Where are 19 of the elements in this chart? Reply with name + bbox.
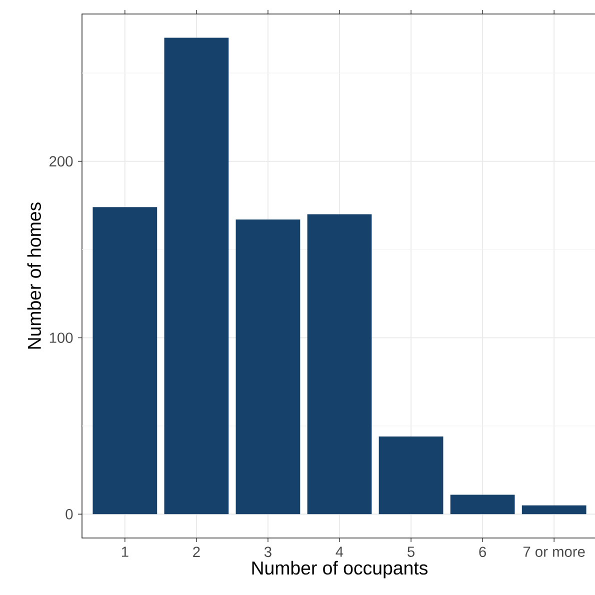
x-tick-label: 1 bbox=[122, 546, 128, 557]
bar bbox=[164, 38, 229, 514]
bar bbox=[450, 494, 515, 514]
x-tick-label: 4 bbox=[336, 546, 344, 557]
y-tick-label: 0 bbox=[66, 509, 73, 520]
x-tick-label: 3 bbox=[264, 546, 272, 558]
bar bbox=[378, 436, 444, 514]
x-tick-label: 6 bbox=[479, 546, 486, 558]
bar bbox=[522, 505, 586, 514]
y-axis-title: Number of homes bbox=[27, 202, 41, 349]
bar bbox=[236, 220, 300, 514]
x-tick-label: 5 bbox=[408, 546, 414, 557]
y-tick-label: 200 bbox=[50, 156, 73, 167]
bar bbox=[307, 214, 372, 514]
x-axis-title: Number of occupants bbox=[252, 560, 428, 578]
y-tick-label: 100 bbox=[50, 332, 73, 343]
x-tick-label: 2 bbox=[193, 546, 200, 557]
bar bbox=[92, 207, 158, 514]
x-tick-label: 7 or more bbox=[523, 546, 585, 557]
